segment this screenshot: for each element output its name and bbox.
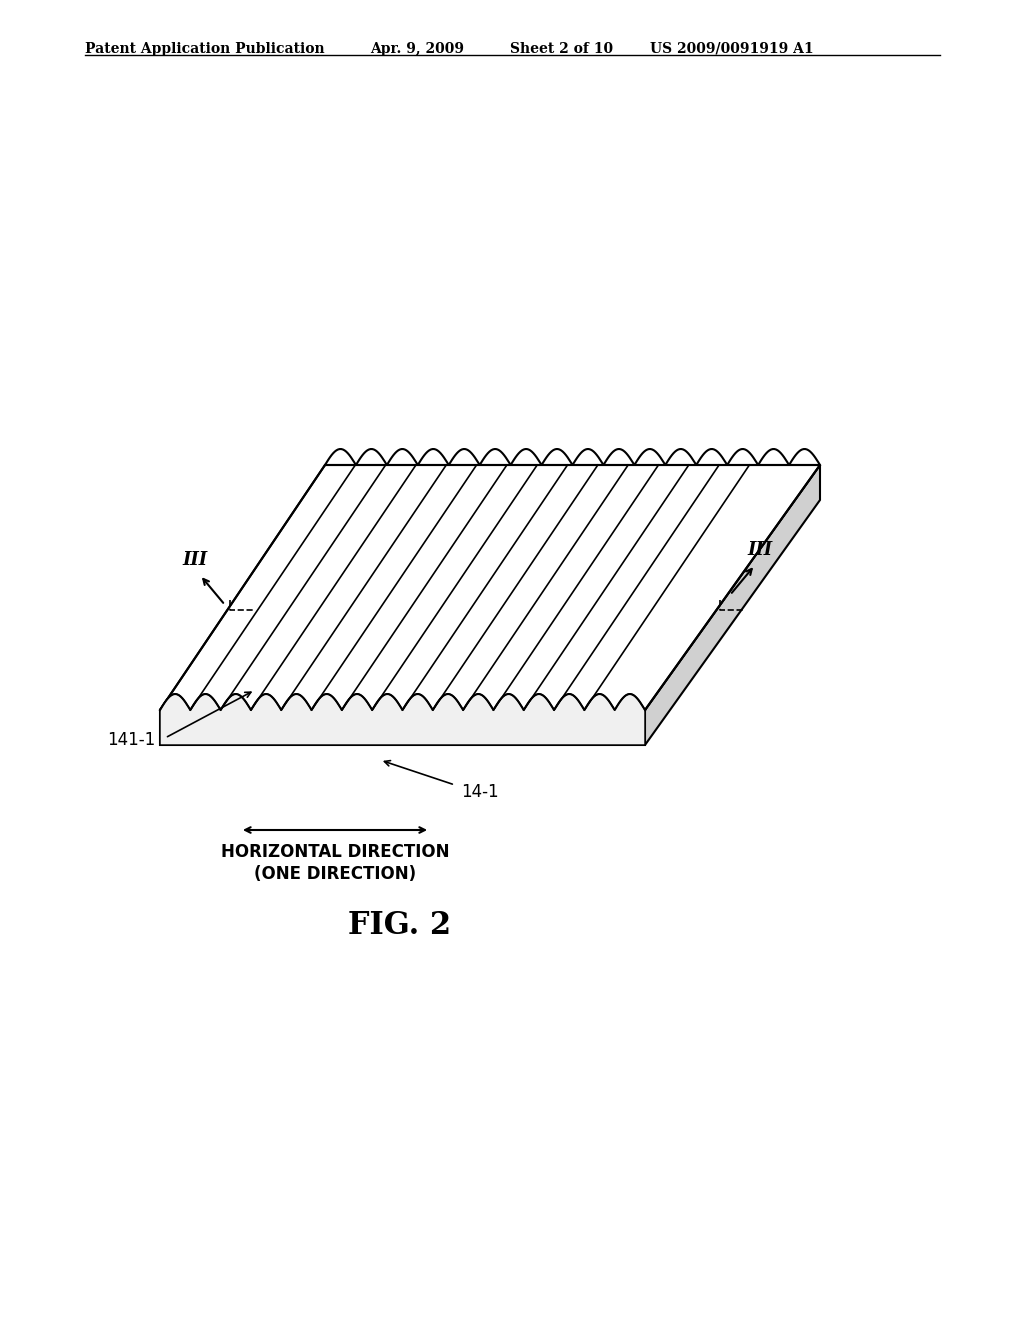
Text: Patent Application Publication: Patent Application Publication	[85, 42, 325, 55]
Polygon shape	[160, 694, 645, 744]
Text: US 2009/0091919 A1: US 2009/0091919 A1	[650, 42, 814, 55]
Text: 14-1: 14-1	[461, 783, 499, 801]
Polygon shape	[160, 465, 820, 710]
Text: Apr. 9, 2009: Apr. 9, 2009	[370, 42, 464, 55]
Polygon shape	[160, 710, 645, 744]
Text: III: III	[182, 550, 208, 569]
Text: (ONE DIRECTION): (ONE DIRECTION)	[254, 865, 416, 883]
Text: Sheet 2 of 10: Sheet 2 of 10	[510, 42, 613, 55]
Text: III: III	[748, 541, 772, 558]
Text: FIG. 2: FIG. 2	[348, 909, 452, 940]
Polygon shape	[645, 465, 820, 744]
Text: 141-1: 141-1	[106, 731, 155, 748]
Text: HORIZONTAL DIRECTION: HORIZONTAL DIRECTION	[221, 843, 450, 861]
